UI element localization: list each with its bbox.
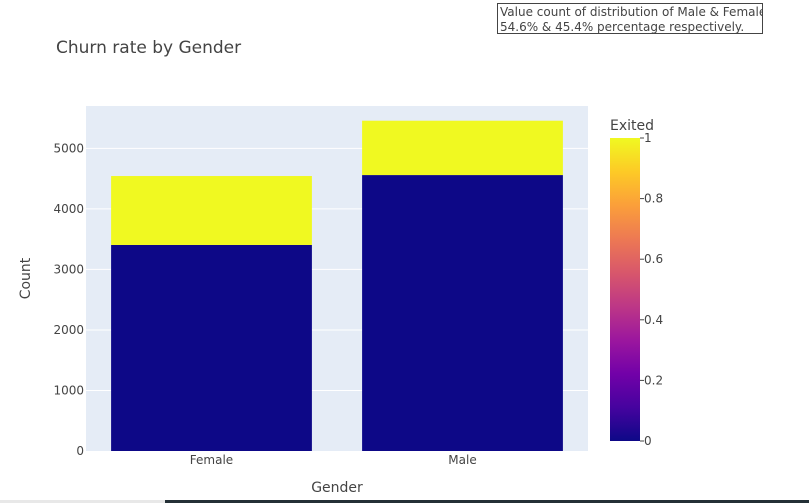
- y-axis-title: Count: [18, 257, 34, 299]
- colorbar-tick-label: 0: [644, 434, 652, 448]
- x-tick-label: Female: [190, 453, 233, 467]
- colorbar-tick-label: 0.4: [644, 313, 663, 327]
- colorbar-tick-label: 1: [644, 131, 652, 145]
- x-tick-label: Male: [448, 453, 476, 467]
- colorbar-tick-label: 0.2: [644, 373, 663, 387]
- y-tick-label: 4000: [53, 202, 84, 216]
- axis-layer: 0 1000 2000 3000 4000 5000 Female Male Gender Cou…: [18, 141, 477, 496]
- annotation-line-2: 54.6% & 45.4% percentage respectively.: [500, 20, 745, 34]
- annotation-box: Value count of distribution of Male & Fe…: [497, 3, 763, 34]
- y-tick-label: 5000: [53, 141, 84, 155]
- colorbar-tick-label: 0.8: [644, 192, 663, 206]
- colorbar-tick-label: 0.6: [644, 252, 663, 266]
- colorbar: Exited 0 0.2 0.4 0.6 0.8 1: [610, 118, 663, 448]
- y-tick-label: 0: [76, 444, 84, 458]
- bar-male-exited-1: [362, 120, 563, 176]
- bar-female-exited-1: [111, 176, 312, 245]
- bars-layer: [111, 120, 563, 451]
- annotation-line-1: Value count of distribution of Male & Fe…: [500, 5, 763, 19]
- colorbar-gradient-rect: [610, 138, 640, 441]
- bar-male-exited-0: [362, 175, 563, 451]
- y-tick-label: 1000: [53, 383, 84, 397]
- x-axis-title: Gender: [311, 480, 363, 496]
- y-tick-label: 3000: [53, 262, 84, 276]
- bar-female-exited-0: [111, 244, 312, 451]
- bottom-strip-dark: [165, 500, 809, 503]
- y-tick-label: 2000: [53, 323, 84, 337]
- chart-title: Churn rate by Gender: [56, 38, 242, 58]
- colorbar-title: Exited: [610, 118, 654, 134]
